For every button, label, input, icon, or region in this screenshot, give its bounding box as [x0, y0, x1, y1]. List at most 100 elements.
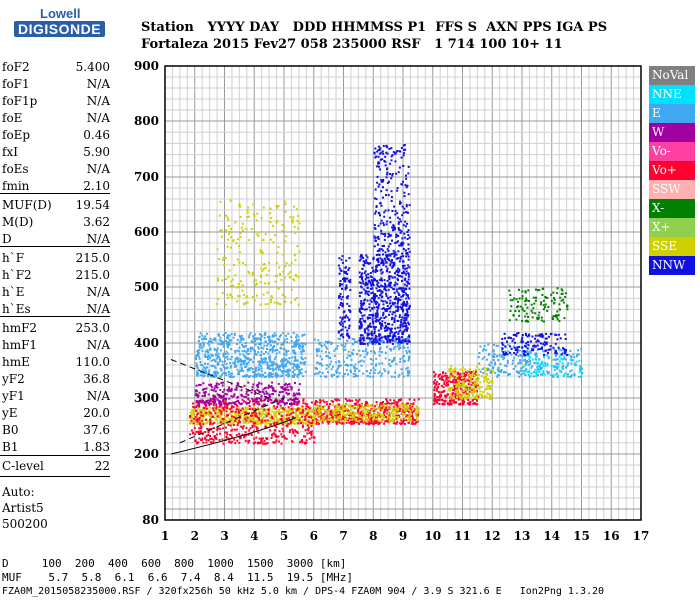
echo-point [392, 347, 395, 350]
echo-point [407, 278, 410, 281]
echo-point [262, 352, 265, 355]
echo-point [222, 427, 225, 430]
echo-point [318, 348, 321, 351]
echo-point [391, 276, 394, 279]
echo-point [364, 404, 367, 407]
echo-point [228, 334, 231, 337]
echo-point [223, 406, 226, 409]
echo-point [278, 409, 281, 412]
echo-point [223, 412, 226, 415]
echo-point [236, 238, 239, 241]
echo-point [345, 419, 348, 422]
echo-point [277, 421, 280, 424]
echo-point [243, 395, 246, 398]
echo-point [366, 404, 369, 407]
echo-point [222, 422, 225, 425]
param-row: hmF1 N/A [2, 338, 110, 355]
echo-point [401, 325, 404, 328]
param-value: N/A [86, 111, 110, 125]
echo-point [257, 406, 260, 409]
echo-point [390, 190, 393, 193]
echo-point [205, 403, 208, 406]
echo-point [359, 258, 362, 261]
echo-point [318, 411, 321, 414]
echo-point [293, 398, 296, 401]
echo-point [397, 240, 399, 243]
echo-point [401, 290, 404, 293]
echo-point [370, 422, 372, 425]
echo-point [313, 436, 316, 439]
echo-point [232, 278, 234, 281]
echo-point [386, 340, 389, 343]
echo-point [271, 417, 274, 420]
echo-point [283, 352, 286, 355]
param-row: foEs N/A [2, 162, 110, 179]
echo-point [382, 303, 385, 306]
param-name: h`Es [2, 302, 31, 316]
echo-point [248, 239, 251, 242]
echo-point [229, 293, 232, 296]
echo-point [486, 392, 489, 395]
echo-point [391, 301, 394, 304]
echo-point [193, 406, 196, 409]
echo-point [405, 297, 408, 300]
echo-point [338, 267, 341, 270]
echo-point [251, 412, 254, 415]
echo-point [371, 287, 374, 290]
echo-point [233, 416, 236, 419]
echo-point [381, 407, 384, 409]
echo-point [229, 362, 232, 365]
echo-point [462, 397, 465, 400]
echo-point [369, 325, 372, 328]
echo-point [406, 302, 409, 305]
echo-point [370, 420, 373, 423]
echo-point [475, 370, 477, 373]
echo-point [193, 417, 196, 420]
echo-point [198, 357, 201, 360]
echo-point [315, 419, 318, 422]
echo-point [299, 411, 302, 414]
echo-point [228, 418, 231, 421]
echo-point [242, 412, 245, 415]
echo-point [454, 388, 457, 391]
echo-point [403, 303, 406, 306]
echo-point [213, 435, 216, 438]
echo-point [203, 388, 206, 390]
echo-point [346, 419, 349, 422]
echo-point [373, 372, 376, 374]
echo-point [364, 402, 367, 405]
echo-point [412, 402, 415, 405]
echo-point [397, 409, 399, 411]
echo-point [241, 262, 244, 264]
echo-point [214, 390, 217, 393]
echo-point [213, 387, 216, 390]
echo-point [339, 408, 341, 411]
echo-point [349, 404, 352, 407]
echo-point [287, 372, 290, 375]
echo-point [364, 278, 367, 281]
echo-point [366, 401, 368, 404]
echo-point [391, 226, 394, 229]
echo-point [297, 227, 300, 230]
echo-point [223, 397, 226, 400]
echo-point [276, 399, 278, 402]
echo-point [331, 418, 334, 421]
echo-point [293, 372, 296, 375]
echo-point [259, 274, 262, 277]
echo-point [352, 375, 355, 378]
echo-point [357, 361, 360, 364]
echo-point [388, 271, 391, 274]
echo-cluster [337, 255, 352, 339]
echo-point [339, 303, 342, 306]
echo-point [403, 325, 406, 328]
param-row: hmE 110.0 [2, 355, 110, 372]
echo-point [298, 222, 301, 225]
echo-point [255, 353, 258, 356]
echo-point [296, 367, 299, 370]
echo-point [271, 349, 274, 352]
echo-point [412, 410, 415, 413]
echo-point [399, 326, 402, 329]
echo-point [464, 392, 467, 395]
echo-point [463, 383, 465, 386]
echo-point [435, 389, 438, 392]
